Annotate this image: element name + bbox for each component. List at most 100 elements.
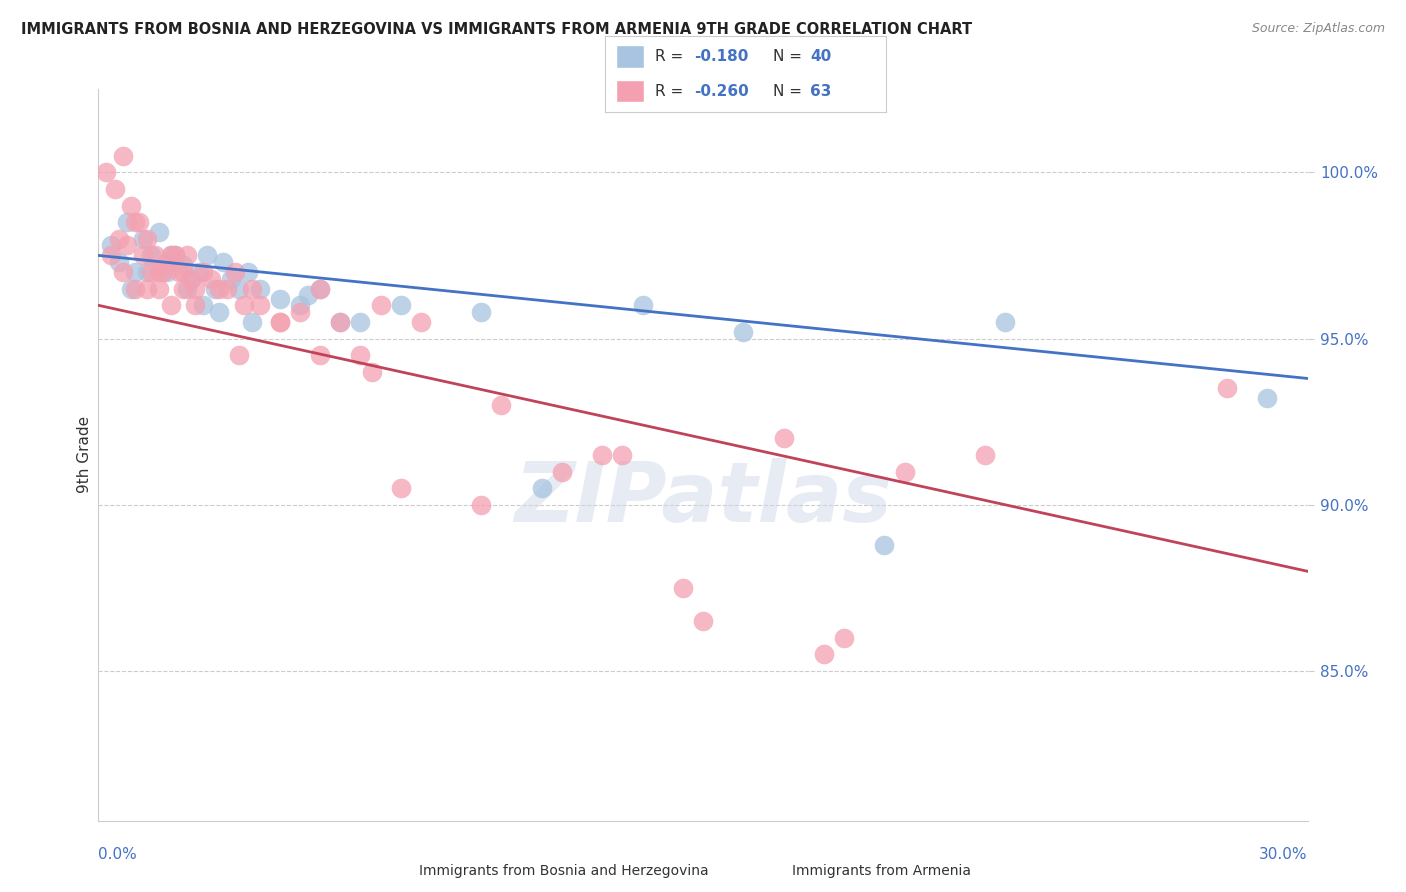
Point <box>288 305 311 319</box>
Point <box>249 298 271 312</box>
Point <box>120 282 142 296</box>
Point <box>128 215 150 229</box>
Point <box>120 198 142 212</box>
Point <box>167 265 190 279</box>
Text: IMMIGRANTS FROM BOSNIA AND HERZEGOVINA VS IMMIGRANTS FROM ARMENIA 9TH GRADE CORR: IMMIGRANTS FROM BOSNIA AND HERZEGOVINA V… <box>21 22 972 37</box>
Point <box>132 232 155 246</box>
Text: 30.0%: 30.0% <box>1260 847 1308 863</box>
Point <box>124 265 146 279</box>
Point <box>349 315 371 329</box>
FancyBboxPatch shape <box>616 79 644 103</box>
Text: 40: 40 <box>810 49 831 63</box>
Point <box>111 265 134 279</box>
Point <box>240 315 263 329</box>
Text: 0.0%: 0.0% <box>98 847 138 863</box>
Point <box>349 348 371 362</box>
Point <box>107 255 129 269</box>
Point <box>184 282 207 296</box>
Point <box>228 348 250 362</box>
Point <box>217 282 239 296</box>
Point <box>160 298 183 312</box>
Point <box>1216 381 1239 395</box>
Point <box>631 298 654 312</box>
Point <box>139 248 162 262</box>
Point <box>100 248 122 262</box>
Point <box>551 465 574 479</box>
Text: -0.260: -0.260 <box>695 84 749 98</box>
Point <box>530 481 553 495</box>
Text: R =: R = <box>655 49 689 63</box>
Point <box>370 298 392 312</box>
Text: R =: R = <box>655 84 689 98</box>
Point <box>163 248 186 262</box>
Point <box>269 315 291 329</box>
Point <box>409 315 432 329</box>
Point <box>135 265 157 279</box>
Point <box>288 298 311 312</box>
Point <box>491 398 513 412</box>
Point <box>96 165 118 179</box>
Point <box>389 481 412 495</box>
Point <box>172 265 194 279</box>
Point <box>204 282 226 296</box>
Point <box>176 282 198 296</box>
Point <box>772 431 794 445</box>
Point <box>893 465 915 479</box>
Y-axis label: 9th Grade: 9th Grade <box>77 417 91 493</box>
Point <box>180 271 202 285</box>
Point <box>180 271 202 285</box>
Point <box>591 448 613 462</box>
Point <box>148 282 170 296</box>
Text: Immigrants from Bosnia and Herzegovina: Immigrants from Bosnia and Herzegovina <box>419 864 709 879</box>
Point <box>470 305 492 319</box>
Point <box>249 282 271 296</box>
Point <box>221 271 243 285</box>
FancyBboxPatch shape <box>616 45 644 68</box>
Point <box>232 298 254 312</box>
Point <box>329 315 352 329</box>
Text: Immigrants from Armenia: Immigrants from Armenia <box>792 864 970 879</box>
Point <box>176 248 198 262</box>
Point <box>193 298 215 312</box>
Point <box>1256 392 1278 406</box>
Point <box>470 498 492 512</box>
Text: N =: N = <box>773 84 807 98</box>
Point <box>103 182 125 196</box>
Text: ZIPatlas: ZIPatlas <box>515 458 891 540</box>
Point <box>172 282 194 296</box>
Point <box>309 348 332 362</box>
Point <box>188 265 211 279</box>
Point <box>692 614 714 628</box>
Point <box>184 298 207 312</box>
Point <box>389 298 412 312</box>
Point <box>994 315 1017 329</box>
Point <box>733 325 755 339</box>
Point <box>135 232 157 246</box>
Point <box>612 448 634 462</box>
Point <box>361 365 384 379</box>
Point <box>143 248 166 262</box>
Point <box>224 265 246 279</box>
Point <box>148 265 170 279</box>
Point <box>139 265 162 279</box>
Point <box>212 255 235 269</box>
Point <box>124 215 146 229</box>
Point <box>974 448 997 462</box>
Text: Source: ZipAtlas.com: Source: ZipAtlas.com <box>1251 22 1385 36</box>
Text: 63: 63 <box>810 84 831 98</box>
Point <box>172 259 194 273</box>
Point <box>269 292 291 306</box>
Point <box>309 282 332 296</box>
Point <box>156 255 179 269</box>
Point <box>107 232 129 246</box>
Point <box>115 215 138 229</box>
Point <box>160 248 183 262</box>
Point <box>329 315 352 329</box>
Point <box>228 282 250 296</box>
Point <box>672 581 695 595</box>
Point <box>152 265 174 279</box>
Point <box>873 538 896 552</box>
Point <box>297 288 319 302</box>
Point <box>208 282 231 296</box>
Point <box>193 265 215 279</box>
